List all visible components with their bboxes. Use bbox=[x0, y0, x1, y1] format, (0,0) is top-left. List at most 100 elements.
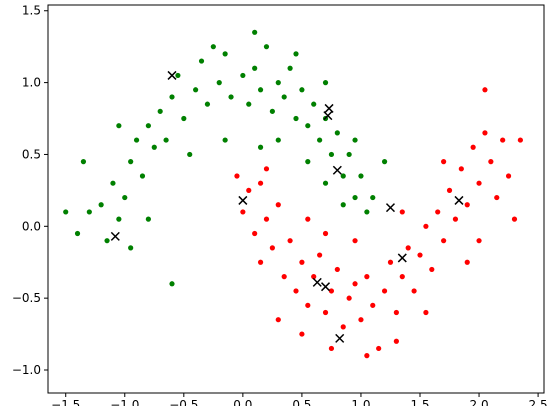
point bbox=[169, 281, 175, 287]
point bbox=[305, 216, 311, 222]
point bbox=[122, 194, 128, 201]
point bbox=[240, 72, 246, 79]
point bbox=[405, 245, 411, 251]
point bbox=[257, 87, 264, 93]
point bbox=[281, 94, 287, 100]
point bbox=[157, 108, 163, 114]
point bbox=[246, 101, 252, 107]
point bbox=[464, 202, 470, 208]
point bbox=[234, 173, 240, 179]
point bbox=[423, 309, 429, 316]
point bbox=[441, 159, 447, 165]
centroid-marker bbox=[335, 333, 345, 343]
point bbox=[381, 159, 388, 165]
point bbox=[328, 345, 335, 352]
point bbox=[175, 72, 181, 79]
point bbox=[145, 216, 151, 222]
point bbox=[139, 173, 146, 179]
centroid-marker bbox=[397, 253, 407, 263]
x-tick-label: −1.5 bbox=[51, 398, 80, 406]
centroid-marker bbox=[312, 277, 322, 287]
point bbox=[364, 209, 370, 215]
point bbox=[86, 209, 92, 215]
centroid-marker bbox=[320, 282, 331, 292]
point bbox=[488, 159, 494, 165]
point bbox=[364, 353, 370, 359]
point bbox=[133, 137, 140, 143]
centroid-marker bbox=[110, 231, 120, 241]
point bbox=[317, 252, 323, 258]
point bbox=[322, 230, 329, 237]
point bbox=[222, 51, 228, 57]
point bbox=[116, 123, 122, 129]
point bbox=[299, 331, 305, 337]
point bbox=[257, 259, 264, 265]
x-tick-label: 0.0 bbox=[233, 398, 252, 406]
point bbox=[193, 87, 199, 93]
point bbox=[240, 209, 246, 215]
point bbox=[423, 223, 429, 229]
point bbox=[352, 281, 358, 287]
point bbox=[399, 274, 405, 280]
point bbox=[74, 230, 81, 237]
centroid-marker bbox=[238, 195, 248, 205]
point bbox=[393, 338, 399, 344]
point bbox=[352, 194, 358, 201]
point bbox=[63, 209, 69, 215]
centroid-marker bbox=[323, 111, 333, 121]
point bbox=[252, 29, 258, 35]
point bbox=[305, 159, 311, 165]
axes-frame bbox=[47, 4, 545, 394]
x-tick-label: 1.0 bbox=[351, 398, 370, 406]
point bbox=[169, 94, 175, 100]
point bbox=[476, 180, 482, 186]
point bbox=[293, 115, 299, 122]
point bbox=[411, 288, 417, 294]
centroid-marker bbox=[332, 165, 342, 175]
x-tick-label: −1.0 bbox=[110, 398, 139, 406]
point bbox=[116, 216, 122, 222]
point bbox=[275, 317, 281, 323]
point bbox=[228, 94, 234, 100]
point bbox=[429, 266, 435, 273]
point bbox=[346, 295, 352, 301]
point bbox=[322, 80, 329, 86]
point bbox=[210, 44, 216, 50]
point bbox=[216, 80, 222, 86]
point bbox=[340, 173, 346, 179]
point bbox=[80, 159, 87, 165]
point bbox=[358, 173, 364, 179]
y-tick-label: −0.5 bbox=[12, 291, 41, 305]
point bbox=[334, 130, 340, 136]
point bbox=[476, 238, 482, 244]
point bbox=[340, 202, 346, 208]
point bbox=[500, 137, 506, 143]
centroid-marker bbox=[454, 195, 464, 205]
point bbox=[287, 238, 293, 244]
point bbox=[334, 266, 340, 273]
point bbox=[494, 194, 500, 201]
point bbox=[505, 173, 512, 179]
point bbox=[163, 137, 169, 143]
point bbox=[104, 238, 110, 244]
point bbox=[257, 180, 264, 186]
point bbox=[441, 238, 447, 244]
y-tick-label: 1.0 bbox=[22, 76, 41, 90]
point bbox=[317, 137, 323, 143]
point bbox=[328, 151, 335, 158]
point bbox=[198, 58, 205, 64]
point bbox=[417, 252, 423, 258]
point bbox=[263, 166, 270, 172]
point bbox=[352, 137, 358, 143]
point bbox=[305, 123, 311, 129]
point bbox=[517, 137, 523, 143]
point bbox=[299, 87, 305, 93]
point bbox=[246, 187, 252, 193]
point bbox=[281, 274, 287, 280]
point bbox=[482, 87, 488, 93]
x-tick-label: 2.5 bbox=[529, 398, 548, 406]
point bbox=[322, 309, 329, 316]
y-tick-label: 1.5 bbox=[22, 4, 41, 18]
point bbox=[145, 123, 151, 129]
point bbox=[340, 324, 346, 330]
